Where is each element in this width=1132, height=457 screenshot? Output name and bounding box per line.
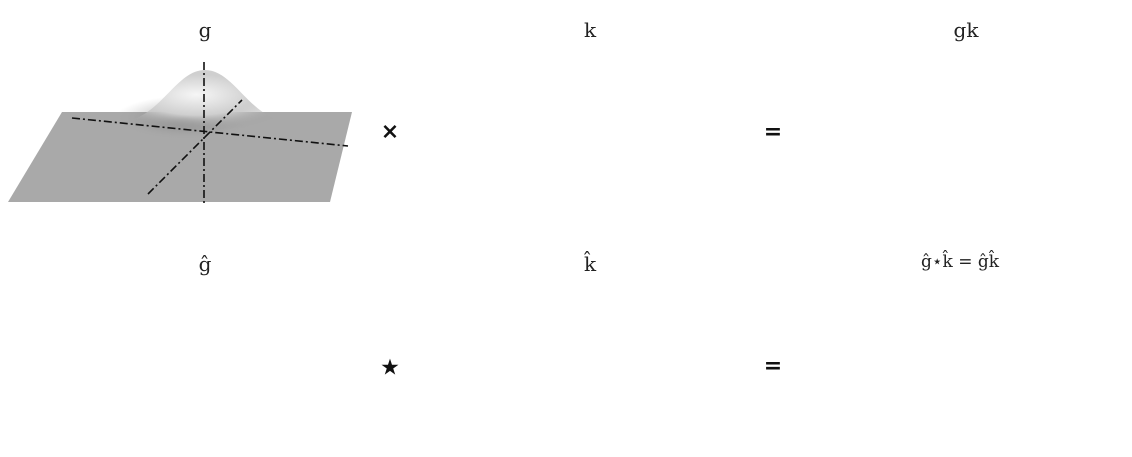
axis-x-g bbox=[71, 117, 349, 147]
operator-equals-bottom: = bbox=[763, 353, 783, 379]
operator-multiply: × bbox=[380, 119, 400, 145]
label-g-hat-conv-k-hat: ĝ⋆k̂ = ĝk̂ bbox=[920, 252, 1000, 272]
operator-equals-top: = bbox=[763, 119, 783, 145]
plane-g bbox=[8, 112, 352, 202]
label-g: g bbox=[198, 18, 212, 42]
gaussian-bump-g bbox=[120, 70, 290, 132]
label-gk: gk bbox=[953, 18, 979, 42]
label-k: k bbox=[583, 18, 597, 42]
label-g-hat: ĝ bbox=[198, 252, 212, 276]
operator-convolve: ★ bbox=[380, 355, 400, 381]
label-k-hat: k̂ bbox=[583, 252, 597, 276]
axis-y-g bbox=[147, 99, 243, 195]
panel-g bbox=[8, 62, 352, 205]
